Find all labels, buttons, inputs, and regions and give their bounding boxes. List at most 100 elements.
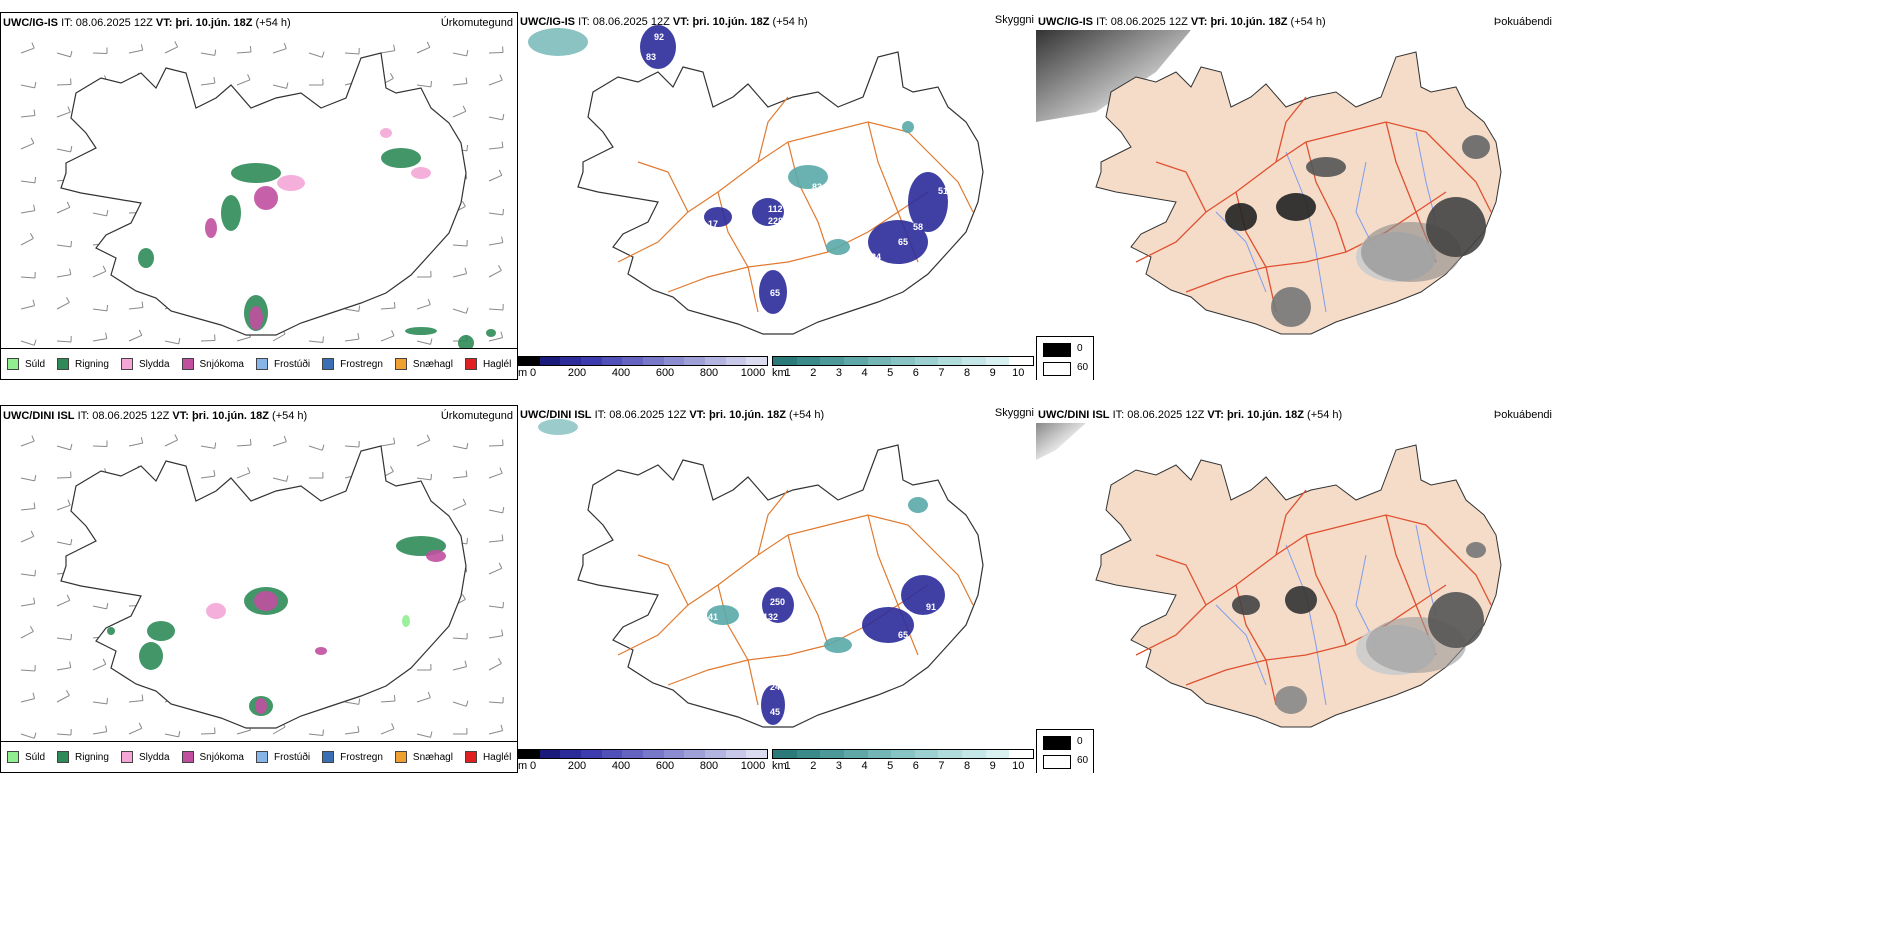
cloud-base-panel-top: 92 83 83 112 228 83 17 65 42 14 134 106 65 58 51 UWC/I…	[518, 12, 1036, 380]
legend-item: Snjókoma	[181, 358, 244, 370]
precip-legend: Súld Rigning Slydda Snjókoma Frostúði Frostre…	[1, 741, 517, 772]
legend-swatch	[322, 358, 335, 370]
scale-tick: 8	[963, 760, 971, 772]
precip-legend: Súld Rigning Slydda Snjókoma Frostúði Frostre…	[1, 348, 517, 379]
legend-item: Snæhagl	[394, 358, 453, 370]
legend-label: Snæhagl	[412, 751, 453, 763]
fog-panel-bottom: UWC/DINI ISL IT: 08.06.2025 12Z VT: þri.…	[1036, 405, 1554, 773]
legend-item: Frostregn	[322, 751, 383, 763]
fog-key: 0 60	[1036, 729, 1094, 773]
cloud-base-panel-bottom: 85 41 250 132 160 133 65 66 91 24 45 UWC/DINI ISL …	[518, 405, 1036, 773]
scale-unit: km	[772, 367, 787, 379]
cloud-base-label: 250	[770, 597, 785, 607]
legend-swatch	[120, 358, 133, 370]
cloud-base-label: 42	[772, 314, 782, 324]
cloud-base-label: 228	[768, 216, 783, 226]
scale-tick: 10	[1012, 367, 1025, 379]
scale-tick: 0	[529, 760, 537, 772]
cloud-base-title: Skyggni	[994, 14, 1034, 26]
fog-title: Þokuábendi	[1493, 16, 1552, 28]
scale-tick: 800	[699, 760, 719, 772]
scale-tick: 3	[835, 760, 843, 772]
cloud-base-label: 85	[733, 592, 743, 602]
cloud-base-label: 106	[868, 270, 883, 280]
cloud-base-label: 58	[913, 222, 923, 232]
cloud-base-label: 112	[768, 204, 783, 214]
legend-label: Súld	[25, 358, 46, 370]
scale-unit: km	[772, 760, 787, 772]
fog-map-bottom	[1036, 423, 1502, 728]
cloud-base-label: 91	[926, 602, 936, 612]
cloud-base-label: 14	[828, 256, 838, 266]
scale-tick: 7	[938, 760, 945, 772]
visibility-scale: km 1 2 3 4 5 6 7 8 9 10	[772, 356, 1034, 380]
scale-tick: 9	[989, 760, 996, 772]
cloud-base-label: 24	[770, 682, 780, 692]
precip-map-bottom	[20, 434, 505, 739]
legend-item: Frostúði	[255, 358, 311, 370]
legend-swatch	[322, 751, 335, 763]
cloud-base-label: 160	[818, 652, 833, 662]
legend-item: Slydda	[120, 358, 170, 370]
scale-unit: m	[518, 367, 528, 379]
legend-swatch	[57, 751, 70, 763]
legend-swatch	[255, 358, 268, 370]
height-scale: m 0 200 400 600 800 1000	[518, 749, 768, 773]
cloud-base-label: 132	[763, 612, 778, 622]
scale-bar	[518, 356, 768, 366]
legend-label: Snjókoma	[199, 358, 244, 370]
precip-type-panel-bottom: UWC/DINI ISL IT: 08.06.2025 12Z VT: þri.…	[0, 405, 518, 773]
cloud-base-label: 83	[733, 199, 743, 209]
precip-type-panel-top: UWC/IG-IS IT: 08.06.2025 12Z VT: þri. 10…	[0, 12, 518, 380]
fog-map-top	[1036, 30, 1502, 335]
scale-tick: 7	[938, 367, 945, 379]
legend-swatch	[7, 358, 19, 370]
panel-header: UWC/IG-IS IT: 08.06.2025 12Z VT: þri. 10…	[520, 16, 808, 28]
legend-item: Súld	[7, 751, 45, 763]
precip-map-top	[20, 41, 505, 349]
scale-unit: m	[518, 760, 528, 772]
cloud-base-label: 41	[708, 612, 718, 622]
legend-item: Snæhagl	[394, 751, 453, 763]
cloud-base-label: 65	[898, 237, 908, 247]
legend-label: Rigning	[75, 751, 109, 763]
legend-label: Frostúði	[273, 358, 311, 370]
cloud-base-label: 134	[866, 252, 881, 262]
cloud-base-label: 51	[938, 186, 948, 196]
scale-bar	[518, 749, 768, 759]
fog-title: Þokuábendi	[1493, 409, 1552, 421]
precip-type-title: Úrkomutegund	[440, 410, 513, 422]
legend-swatch	[120, 751, 133, 763]
scale-tick: 4	[861, 367, 868, 379]
legend-item: Frostregn	[322, 358, 383, 370]
legend-item: Rigning	[57, 751, 109, 763]
legend-swatch	[464, 751, 477, 763]
scale-tick: 5	[887, 367, 894, 379]
scale-tick: 1	[784, 760, 791, 772]
scale-tick: 6	[912, 367, 919, 379]
scale-tick: 600	[655, 367, 675, 379]
fog-key: 0 60	[1036, 336, 1094, 380]
cloud-base-label: 92	[654, 32, 664, 42]
legend-item: Haglél	[464, 751, 512, 763]
scale-tick: 600	[655, 760, 675, 772]
legend-swatch	[181, 358, 194, 370]
scale-tick: 2	[810, 367, 817, 379]
legend-label: Snæhagl	[412, 358, 453, 370]
legend-item: Frostúði	[255, 751, 310, 763]
legend-item: Slydda	[120, 751, 170, 763]
visibility-scale: km 1 2 3 4 5 6 7 8 9 10	[772, 749, 1034, 773]
cloud-base-title: Skyggni	[994, 407, 1034, 419]
scale-tick: 5	[887, 760, 894, 772]
cloud-base-label: 65	[770, 288, 780, 298]
legend-swatch	[57, 358, 70, 370]
panel-header: UWC/IG-IS IT: 08.06.2025 12Z VT: þri. 10…	[3, 17, 291, 29]
legend-label: Súld	[25, 751, 46, 763]
precip-type-title: Úrkomutegund	[440, 17, 513, 29]
scale-tick: 2	[810, 760, 817, 772]
legend-item: Haglél	[464, 358, 511, 370]
legend-label: Haglél	[482, 751, 512, 763]
legend-item: Rigning	[57, 358, 109, 370]
scale-tick: 800	[699, 367, 719, 379]
